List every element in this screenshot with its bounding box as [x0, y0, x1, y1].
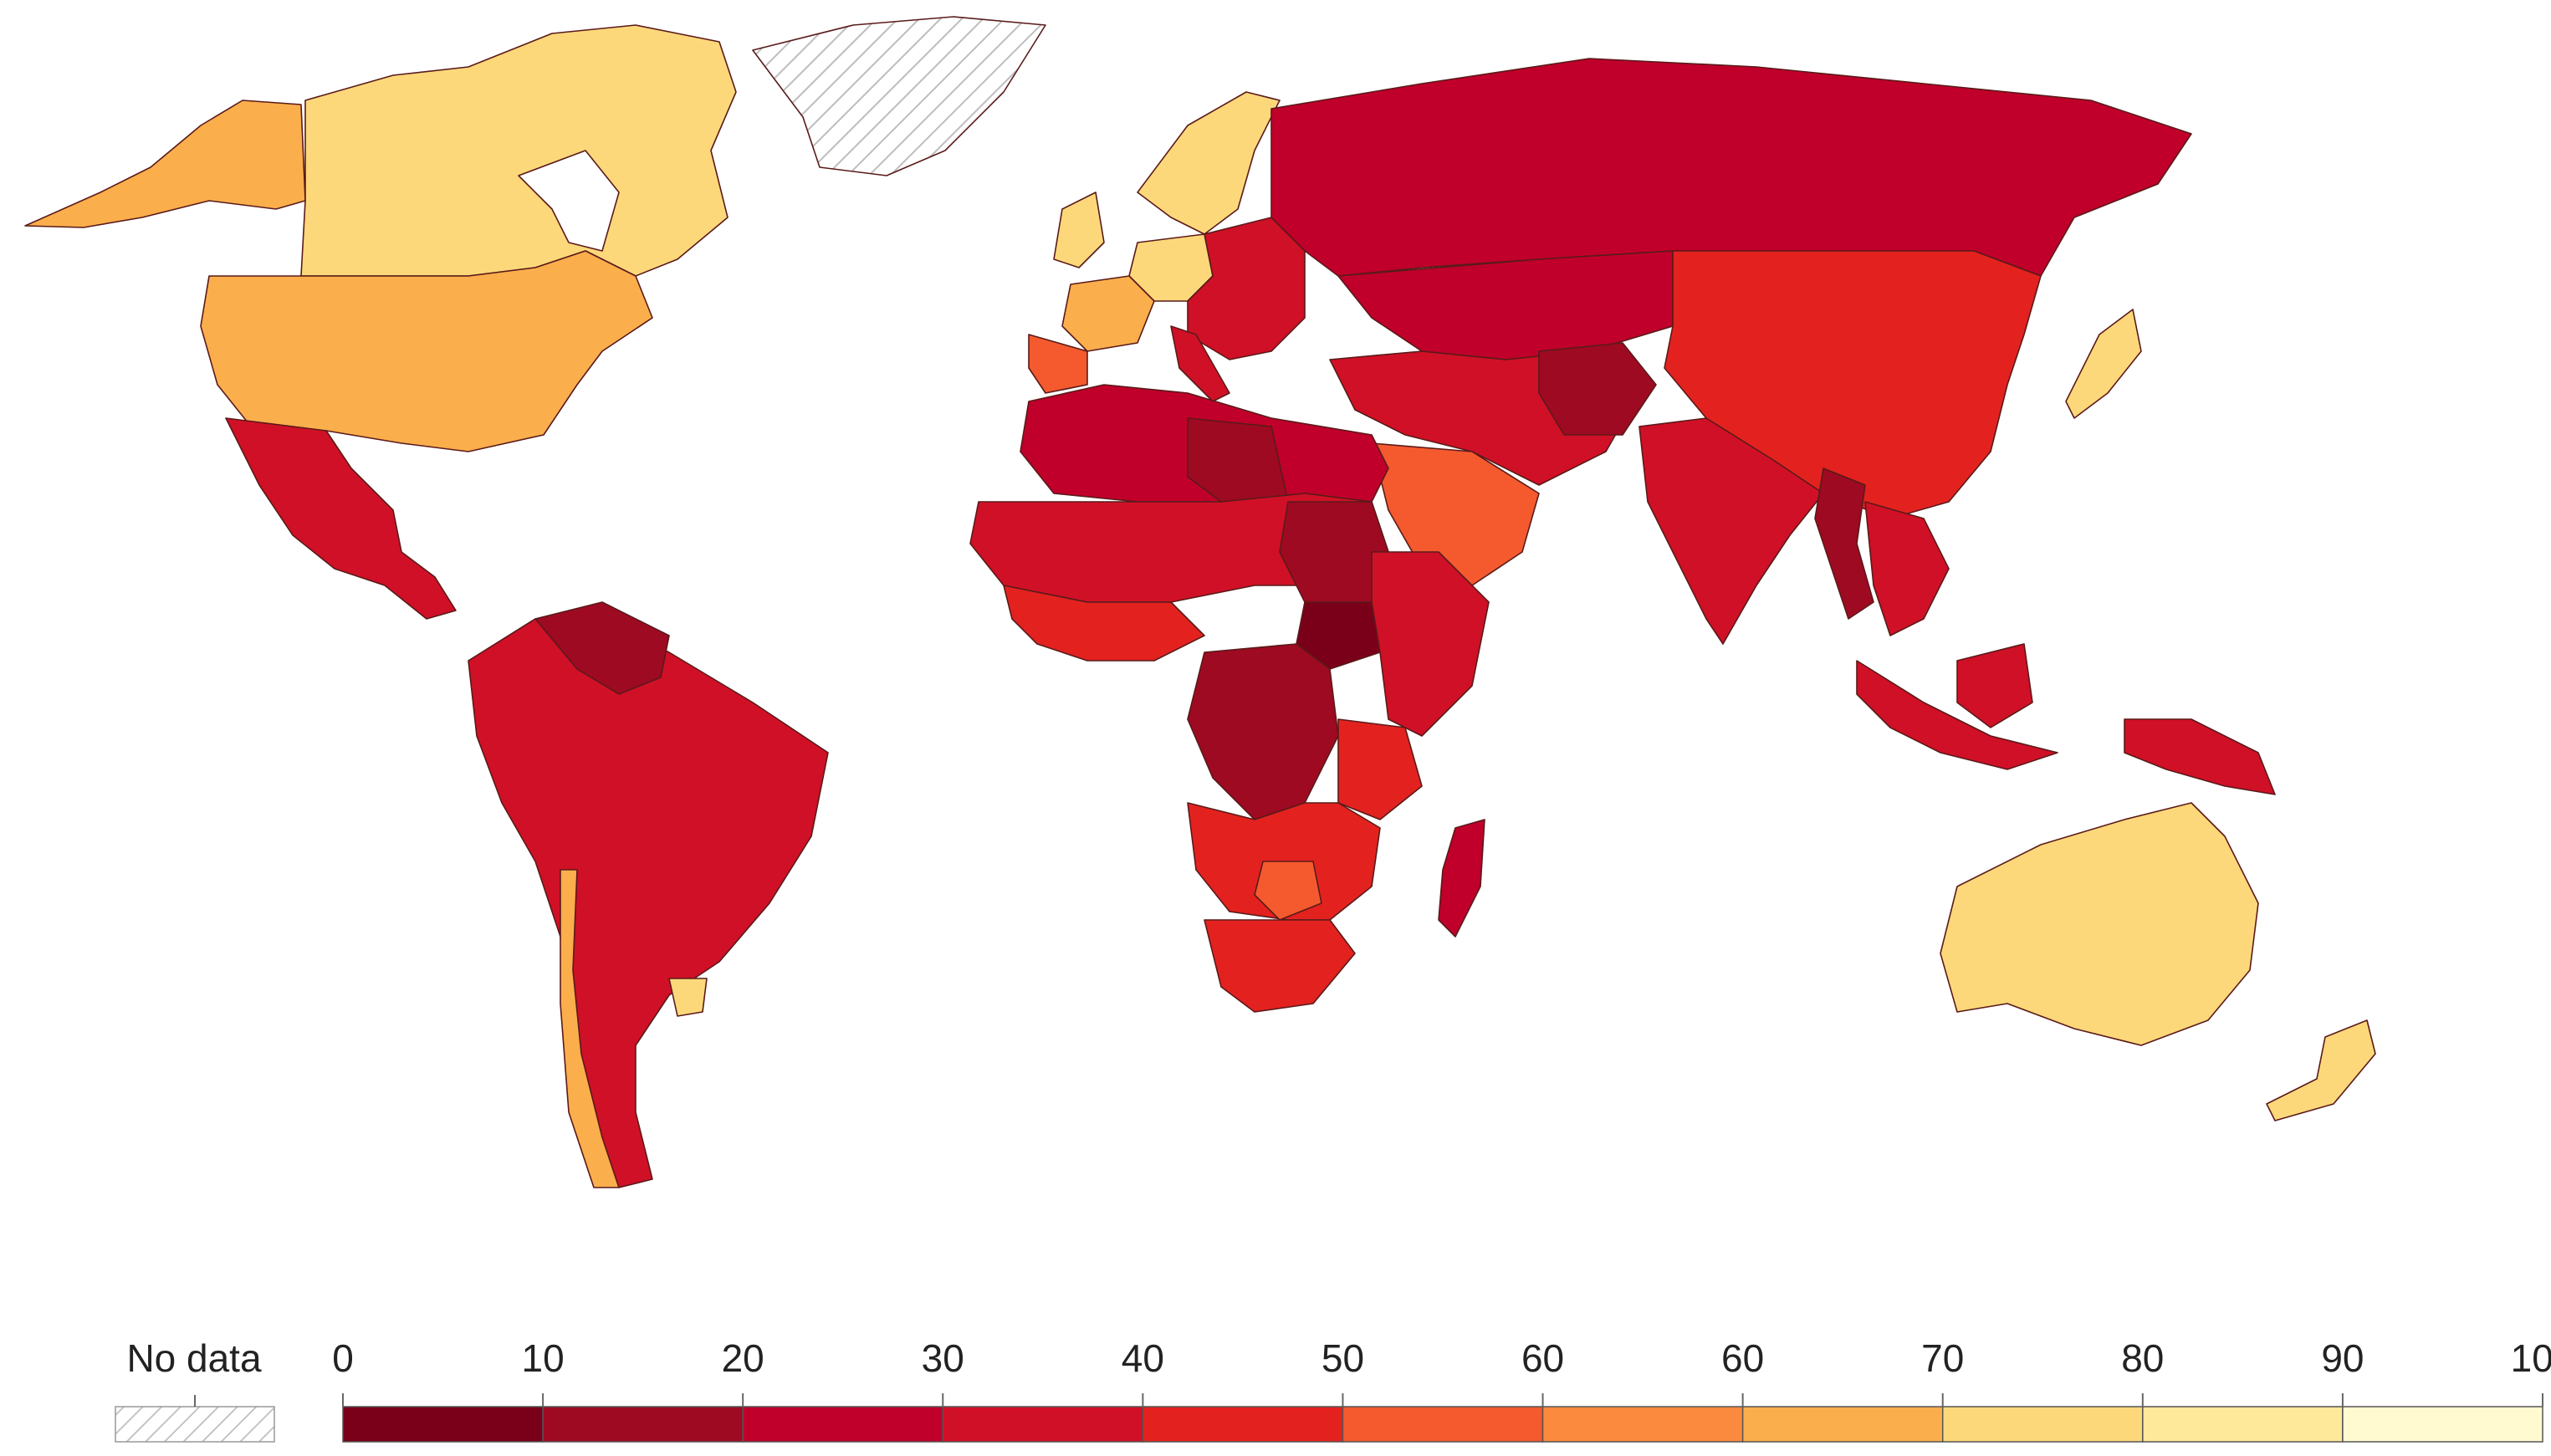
region-mexico-central-america	[225, 417, 457, 620]
region-southeast-asia	[1864, 501, 1950, 636]
legend-tick-label: 0	[332, 1336, 354, 1380]
region-new-zealand	[2266, 1019, 2376, 1121]
region-madagascar	[1438, 819, 1485, 937]
legend-tick-label: 20	[722, 1336, 764, 1380]
region-myanmar	[1814, 467, 1874, 620]
legend-tick-label: 60	[1721, 1336, 1764, 1380]
region-borneo	[1956, 643, 2033, 728]
legend-tick-label: 60	[1521, 1336, 1564, 1380]
legend-bins	[342, 1406, 2543, 1443]
region-uruguay	[668, 978, 708, 1017]
region-south-america	[468, 618, 829, 1188]
region-alaska	[24, 100, 306, 228]
legend-tick-label: 40	[1122, 1336, 1164, 1380]
region-saudi-arabia	[1371, 442, 1540, 586]
region-tanzania	[1337, 718, 1423, 820]
no-data-swatch	[115, 1406, 275, 1443]
no-data-label: No data	[126, 1336, 262, 1380]
world-choropleth-map	[24, 16, 2376, 1188]
region-chile	[560, 869, 620, 1188]
region-spain	[1028, 334, 1088, 394]
region-papua-new-guinea	[2124, 718, 2276, 795]
region-east-africa	[1371, 551, 1490, 737]
legend-tick-label: 80	[2121, 1336, 2164, 1380]
legend-tick-label: 30	[922, 1336, 964, 1380]
region-drc	[1187, 643, 1339, 820]
legend-tick-label: 10	[522, 1336, 565, 1380]
legend-tick-label: 70	[1921, 1336, 1964, 1380]
legend-bin-10	[2342, 1406, 2543, 1443]
legend-bin-4	[1142, 1406, 1344, 1443]
color-legend: No data 0 10 20 30 40 50 60 60 70 80 90 100	[115, 1336, 2551, 1443]
legend-tick-label: 90	[2321, 1336, 2364, 1380]
legend-bin-9	[2142, 1406, 2344, 1443]
region-australia	[1940, 802, 2259, 1046]
legend-ticks: 0 10 20 30 40 50 60 60 70 80 90 100	[332, 1336, 2551, 1407]
region-india	[1638, 417, 1824, 645]
region-russia	[1270, 58, 2192, 277]
legend-bin-8	[1941, 1406, 2144, 1443]
region-west-africa	[1003, 585, 1205, 662]
region-japan	[2065, 309, 2142, 419]
region-usa	[200, 250, 653, 452]
region-canada	[300, 24, 737, 277]
region-greenland	[752, 16, 1046, 176]
region-eastern-europe	[1187, 217, 1306, 360]
region-hudson-bay	[518, 150, 620, 252]
region-uk	[1053, 192, 1105, 268]
region-indonesia	[1856, 660, 2058, 770]
legend-tick-label: 100	[2511, 1336, 2551, 1380]
legend-bin-0	[342, 1406, 544, 1443]
legend-bin-1	[542, 1406, 744, 1443]
region-france	[1061, 275, 1155, 352]
region-venezuela	[534, 601, 670, 695]
region-italy	[1170, 325, 1230, 402]
region-afghanistan	[1538, 342, 1657, 436]
legend-bin-3	[942, 1406, 1144, 1443]
legend-bin-6	[1541, 1406, 1744, 1443]
legend-bin-5	[1342, 1406, 1544, 1443]
legend-bin-2	[742, 1406, 944, 1443]
legend-bin-7	[1741, 1406, 1944, 1443]
region-nordics	[1137, 91, 1281, 235]
legend-tick-label: 50	[1322, 1336, 1364, 1380]
region-south-sudan	[1296, 601, 1381, 670]
region-south-africa	[1204, 919, 1356, 1013]
region-zimbabwe	[1254, 861, 1322, 921]
